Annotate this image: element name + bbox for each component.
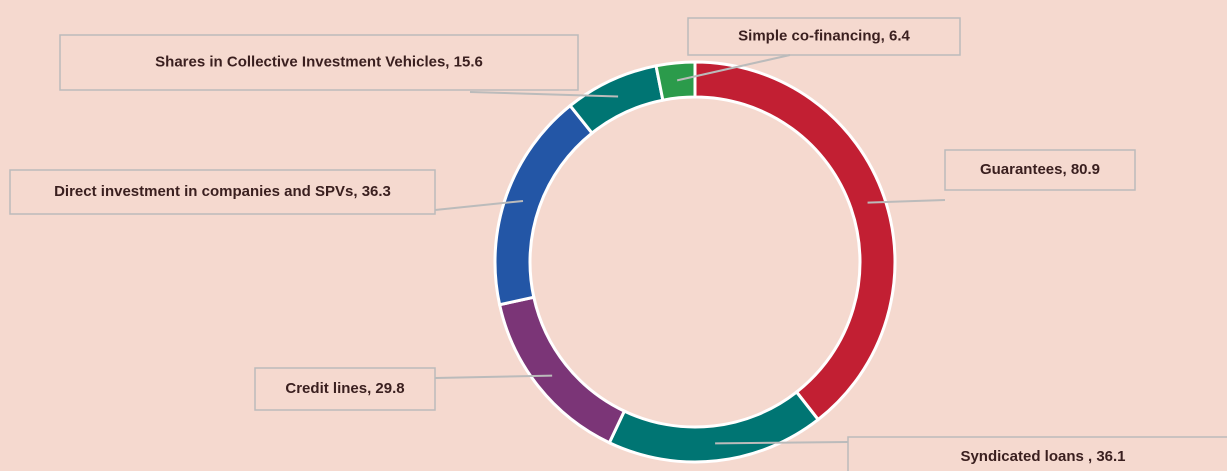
data-label: Syndicated loans , 36.1	[960, 448, 1125, 465]
data-label: Credit lines, 29.8	[285, 380, 404, 397]
label-box	[944, 149, 1136, 191]
leader-line	[867, 199, 946, 204]
leader-line	[676, 54, 791, 82]
leader-line	[715, 441, 849, 445]
label-box	[59, 34, 579, 91]
label-box	[687, 17, 961, 56]
leader-line	[434, 200, 524, 211]
label-box	[254, 367, 436, 411]
label-box	[847, 436, 1227, 471]
label-box	[9, 169, 436, 215]
data-label: Shares in Collective Investment Vehicles…	[155, 53, 483, 70]
data-label: Simple co-financing, 6.4	[738, 27, 910, 44]
leader-line	[469, 91, 619, 98]
donut-segment	[654, 60, 697, 102]
data-label: Direct investment in companies and SPVs,…	[54, 183, 391, 200]
data-label: Guarantees, 80.9	[980, 161, 1100, 178]
leader-line	[434, 374, 553, 379]
